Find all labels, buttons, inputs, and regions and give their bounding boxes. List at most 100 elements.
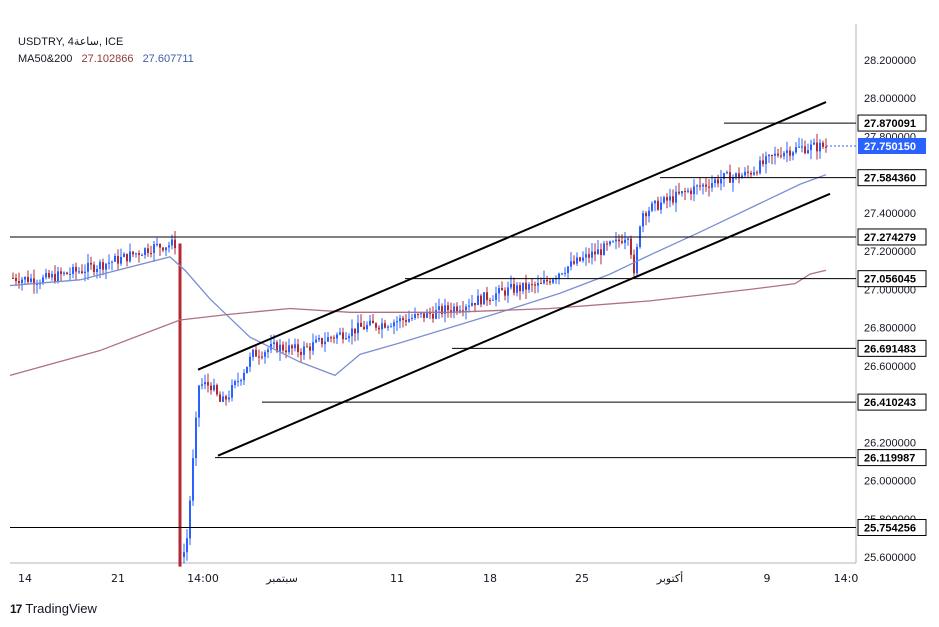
candle [801,146,803,148]
candle [471,302,473,306]
candle [231,385,233,398]
channel-upper-line[interactable] [197,101,827,371]
candle [330,337,332,339]
candle [627,238,629,240]
candle [375,323,377,328]
chart-legend: USDTRY, 4ساعة, ICE MA50&200 27.102866 27… [18,34,194,68]
candle [201,384,203,386]
candle [606,243,608,245]
candle [117,255,119,264]
candle [618,239,620,242]
candle [66,272,68,275]
candle [102,262,104,270]
candle [417,314,419,316]
candle [738,173,740,179]
candle [705,184,707,187]
candle [783,152,785,157]
candle [21,279,23,284]
candle [645,213,647,217]
candle [96,268,98,272]
candle [147,248,149,253]
level-price-tag [857,393,927,411]
candle [69,273,71,275]
level-price-tag [857,228,927,246]
candle [378,327,380,330]
candle [435,310,437,319]
candle [726,172,728,174]
candle [450,310,452,313]
candle [519,285,521,292]
candle [141,254,143,256]
y-tick-label: 25.600000 [864,552,916,564]
current-price-label: 27.750150 [864,141,916,153]
candle [690,190,692,195]
candle [609,241,611,245]
candle [816,142,818,152]
candle [672,196,674,203]
candle [696,185,698,187]
level-price-label: 27.584360 [864,173,916,185]
candle [168,245,170,248]
candle [621,241,623,243]
candle [597,249,599,255]
candle [495,293,497,300]
candle [756,172,758,174]
ma200-value: 27.607711 [142,53,194,65]
candle [183,552,185,557]
candle [93,264,95,272]
candle [498,288,500,294]
candle [426,312,428,318]
candle [12,277,14,279]
candle [30,278,32,282]
candle [333,337,335,339]
candle [585,254,587,258]
candle [687,190,689,192]
candle [612,241,614,243]
candle [87,262,89,272]
candle [42,277,44,284]
candle [156,243,158,245]
candle [234,381,236,386]
candle [15,278,17,282]
tradingview-brand[interactable]: 17 TradingView [10,601,97,616]
candle [237,381,239,383]
candle [516,285,518,293]
candle [750,172,752,175]
candle [411,317,413,319]
candle [522,282,524,292]
candle [159,243,161,248]
candle [567,266,569,273]
candle [195,417,197,459]
candle [768,155,770,157]
candle [390,326,392,328]
candle [354,328,356,334]
candle [297,344,299,352]
candle [39,283,41,285]
candle [222,396,224,402]
candle [543,279,545,284]
candle [348,336,350,339]
candle [453,306,455,313]
candle [615,239,617,242]
channel-lower-line[interactable] [217,192,831,457]
candle [789,150,791,156]
candle [198,385,200,418]
y-tick-label: 27.400000 [864,208,916,220]
candle [432,313,434,319]
candle [144,248,146,255]
candle [753,172,755,175]
candle [339,332,341,335]
candle [60,271,62,274]
candle [51,274,53,278]
candle [318,338,320,340]
candle [345,338,347,340]
candle [99,262,101,269]
x-tick-label: 14 [18,572,32,585]
candle [369,320,371,325]
candle [138,253,140,256]
candle [804,146,806,154]
candle [444,305,446,314]
x-tick-label: 14:0 [834,572,859,585]
